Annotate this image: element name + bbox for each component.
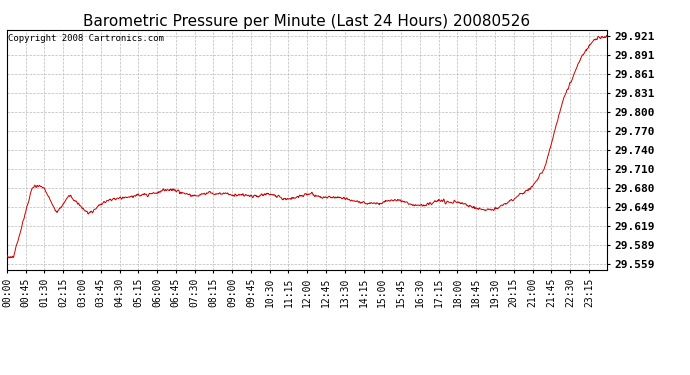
Title: Barometric Pressure per Minute (Last 24 Hours) 20080526: Barometric Pressure per Minute (Last 24 … — [83, 14, 531, 29]
Text: Copyright 2008 Cartronics.com: Copyright 2008 Cartronics.com — [8, 34, 164, 43]
